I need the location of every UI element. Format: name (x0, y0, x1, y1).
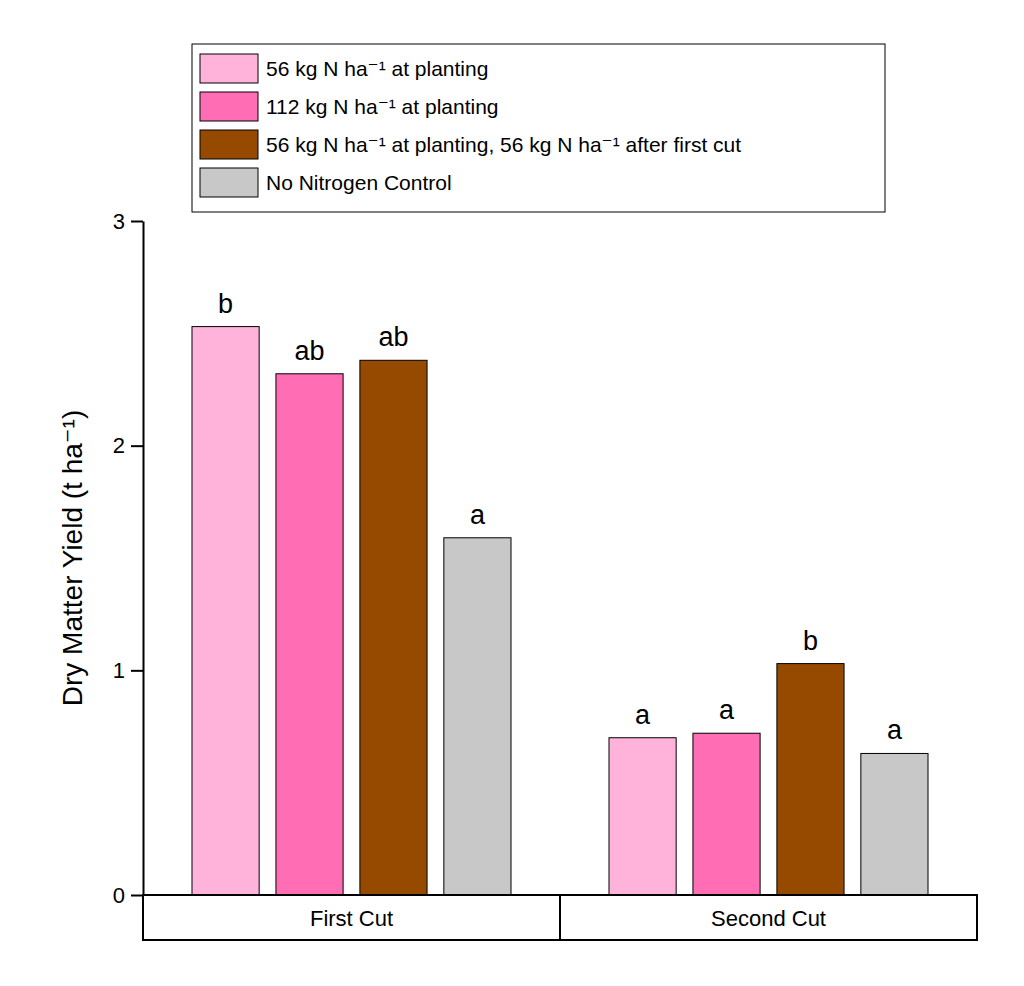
bar (276, 374, 343, 895)
y-tick: 0 (113, 883, 143, 908)
x-tick-label: Second Cut (711, 906, 826, 931)
y-tick-label: 0 (113, 883, 125, 908)
y-tick-mark (131, 670, 143, 672)
y-tick-label: 3 (113, 209, 125, 234)
bars (192, 327, 928, 895)
x-axis-divider (559, 895, 561, 940)
significance-letter: ab (378, 322, 408, 352)
letters: b a ab a ab b a a (218, 289, 903, 746)
bar (192, 327, 259, 895)
y-axis: 0 1 2 3 (113, 209, 144, 908)
legend-label: No Nitrogen Control (266, 171, 452, 194)
legend-box (192, 44, 885, 212)
y-tick-mark (131, 895, 143, 897)
y-axis-title: Dry Matter Yield (t ha⁻¹) (57, 410, 88, 706)
y-tick-mark (131, 445, 143, 447)
bar (609, 738, 676, 895)
significance-letter: a (719, 695, 735, 725)
legend: 56 kg N ha⁻¹ at planting 112 kg N ha⁻¹ at… (192, 44, 885, 212)
x-axis-box (143, 895, 977, 940)
legend-swatch (200, 168, 258, 197)
y-tick-label: 1 (113, 658, 125, 683)
legend-label: 56 kg N ha⁻¹ at planting, 56 kg N ha⁻¹ a… (266, 133, 741, 156)
legend-label: 112 kg N ha⁻¹ at planting (266, 95, 499, 118)
y-tick-label: 2 (113, 433, 125, 458)
bar (693, 733, 760, 895)
significance-letter: b (218, 289, 233, 319)
bar (444, 538, 511, 895)
significance-letter: a (470, 500, 486, 530)
legend-label: 56 kg N ha⁻¹ at planting (266, 57, 488, 80)
x-axis: First Cut Second Cut (143, 895, 977, 940)
y-tick-mark (131, 221, 143, 223)
significance-letter: a (887, 715, 903, 745)
y-tick: 2 (113, 433, 143, 458)
significance-letter: a (635, 700, 651, 730)
legend-swatch (200, 54, 258, 83)
bar (360, 360, 427, 895)
y-tick: 3 (113, 209, 143, 234)
bar (861, 753, 928, 895)
significance-letter: b (803, 626, 818, 656)
y-tick: 1 (113, 658, 143, 683)
significance-letter: ab (295, 336, 325, 366)
x-tick-label: First Cut (310, 906, 393, 931)
bar (777, 664, 844, 895)
legend-swatch (200, 92, 258, 121)
y-axis-line (143, 222, 145, 896)
legend-swatch (200, 130, 258, 159)
